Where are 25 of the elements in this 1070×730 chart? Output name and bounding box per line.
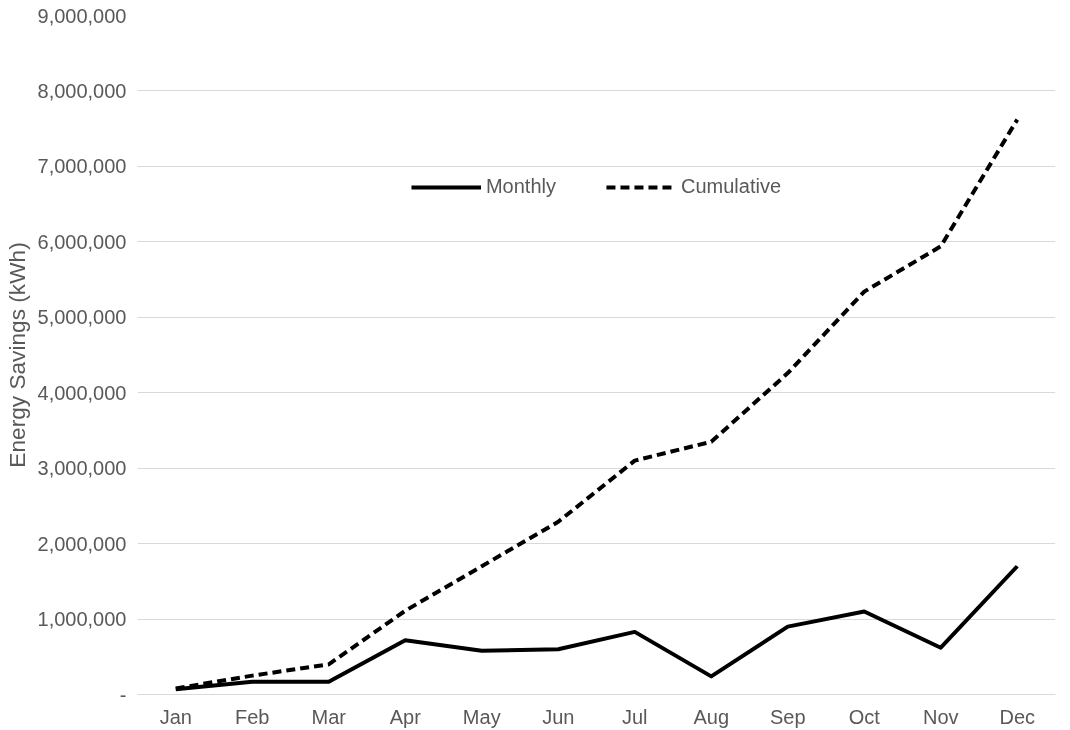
x-tick-label: Jun [542, 705, 575, 728]
y-axis-title: Energy Savings (kWh) [3, 242, 30, 468]
x-tick-label: Aug [693, 705, 730, 728]
y-tick-label: 1,000,000 [37, 608, 127, 631]
x-tick-label: Jan [159, 705, 192, 728]
legend-label: Cumulative [680, 175, 782, 198]
y-tick-label: 4,000,000 [37, 381, 127, 404]
x-tick-label: Jul [621, 705, 648, 728]
y-tick-label: 3,000,000 [37, 457, 127, 480]
x-tick-label: Dec [999, 705, 1036, 728]
x-tick-label: Sep [769, 705, 806, 728]
y-tick-label: 7,000,000 [37, 155, 127, 178]
y-tick-label: 5,000,000 [37, 306, 127, 329]
y-tick-label: 6,000,000 [37, 230, 127, 253]
legend-label: Monthly [485, 175, 556, 198]
x-tick-label: Oct [848, 705, 881, 728]
x-tick-label: Mar [311, 705, 347, 728]
x-tick-label: Apr [389, 705, 422, 728]
x-tick-label: May [462, 705, 501, 728]
y-tick-label: - [119, 683, 127, 706]
x-tick-label: Feb [235, 705, 270, 728]
x-tick-label: Nov [922, 705, 959, 728]
y-tick-label: 9,000,000 [37, 4, 127, 27]
y-tick-label: 8,000,000 [37, 79, 127, 102]
y-tick-label: 2,000,000 [37, 532, 127, 555]
